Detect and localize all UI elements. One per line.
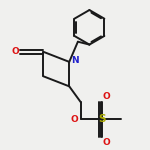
Text: O: O [70, 115, 78, 124]
Text: O: O [102, 138, 110, 147]
Text: S: S [98, 114, 105, 124]
Text: O: O [102, 92, 110, 101]
Text: N: N [71, 56, 79, 65]
Text: O: O [11, 47, 19, 56]
